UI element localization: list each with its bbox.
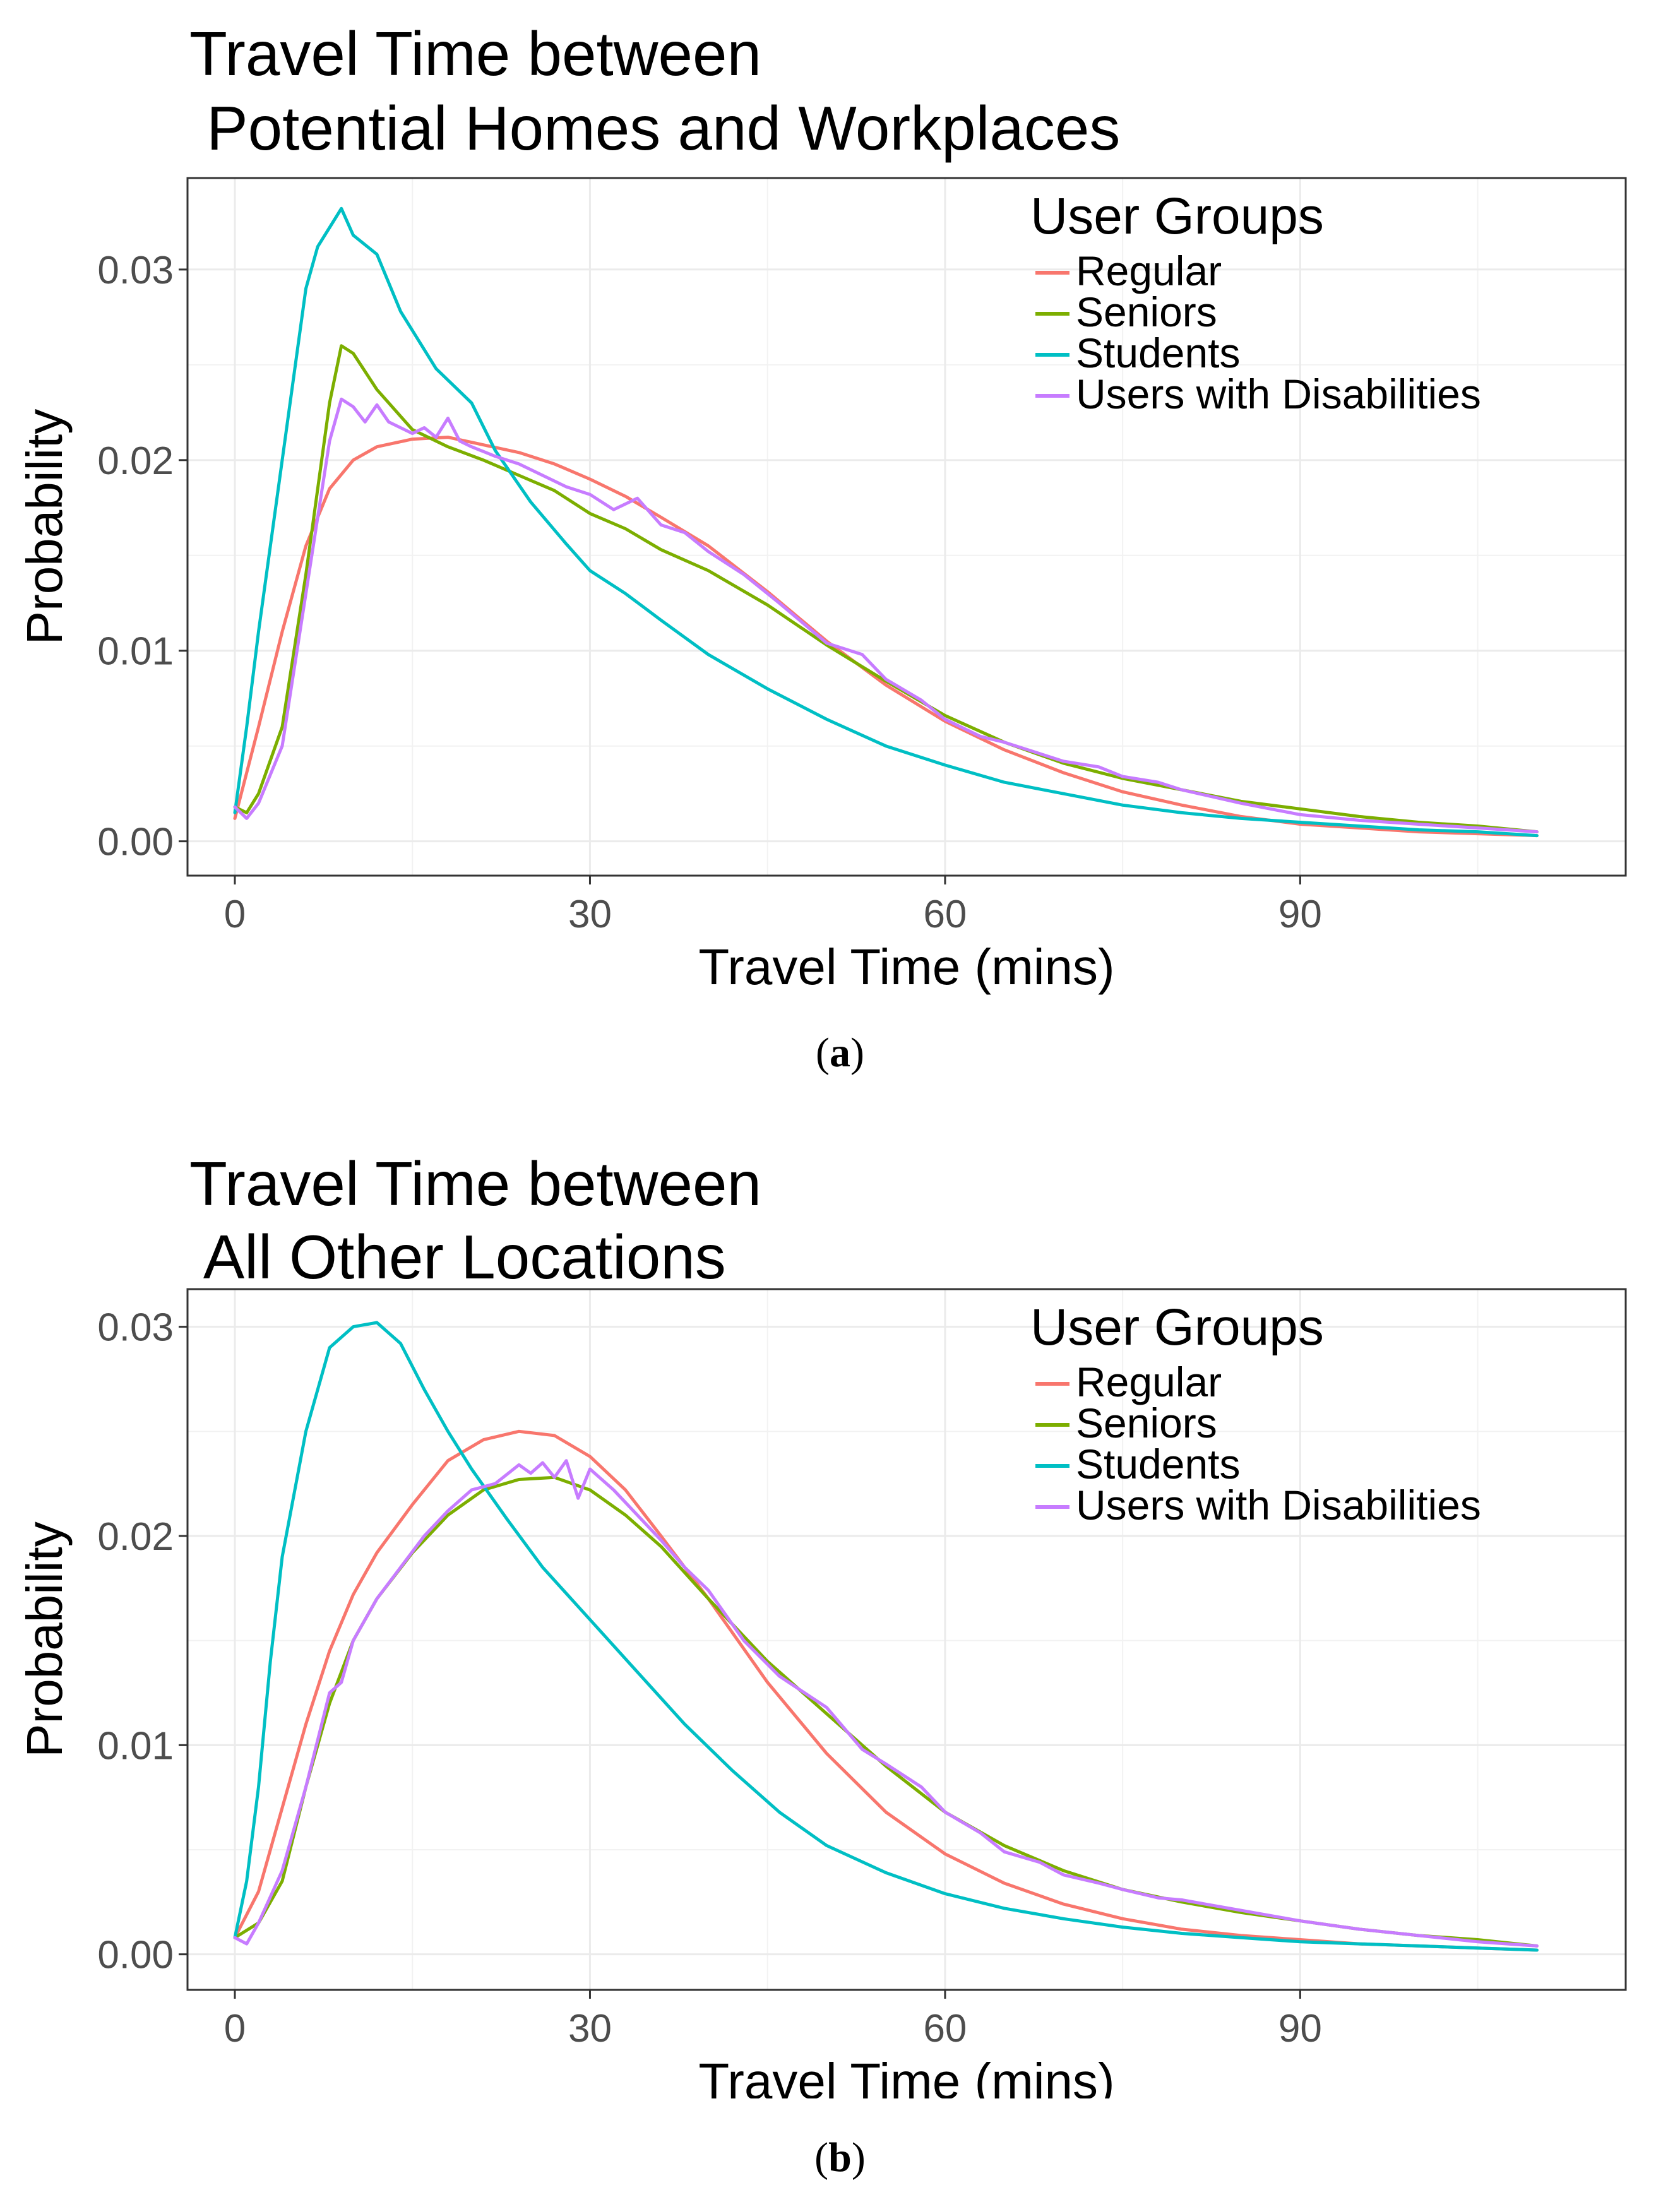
caption-b-letter: b [828,2134,852,2181]
x-axis-label: Travel Time (mins) [698,2053,1114,2098]
x-axis-label: Travel Time (mins) [698,939,1114,995]
caption-b-close: ) [851,2134,866,2181]
chart-title-line-2: Potential Homes and Workplaces [189,93,1121,163]
y-tick-label: 0.03 [97,1306,174,1350]
series-line-students [233,206,1539,838]
legend-label: Seniors [1076,289,1217,335]
y-axis-label: Probability [16,1521,73,1758]
y-tick-label: 0.01 [97,1724,174,1768]
chart-title-line-1: Travel Time between [189,19,761,88]
y-tick-label: 0.02 [97,1515,174,1559]
series-line-users-with-disabilities [233,397,1539,834]
chart-title-line-1: Travel Time between [189,1149,761,1218]
x-tick-label: 30 [568,893,612,936]
plot-panel [188,178,1626,876]
plot-border [186,1288,1627,1991]
legend-title: User Groups [1030,1299,1324,1356]
legend-label: Students [1076,1441,1241,1487]
caption-a-letter: a [830,1030,850,1076]
caption-b: (b) [0,2134,1680,2182]
legend-label: Regular [1076,247,1222,294]
caption-a-close: ) [850,1030,864,1076]
legend-label: Users with Disabilities [1076,1482,1481,1528]
y-tick-label: 0.02 [97,439,174,483]
x-tick-label: 30 [568,2007,612,2050]
y-tick-label: 0.01 [97,630,174,674]
legend-label: Regular [1076,1359,1222,1405]
caption-a-open: ( [816,1030,830,1076]
y-tick-label: 0.00 [97,821,174,864]
y-axis-label: Probability [16,409,73,645]
y-tick-label: 0.03 [97,249,174,292]
plot-border [186,177,1627,877]
caption-a: (a) [0,1029,1680,1077]
plot-panel [188,1289,1626,1990]
y-tick-label: 0.00 [97,1934,174,1977]
legend-label: Users with Disabilities [1076,371,1481,417]
x-tick-label: 0 [224,893,246,936]
legend-title: User Groups [1030,187,1324,245]
series-line-students [233,1321,1539,1952]
chart-title-line-2: All Other Locations [189,1222,726,1292]
x-tick-label: 60 [923,893,967,936]
x-tick-label: 60 [923,2007,967,2050]
series-line-users-with-disabilities [233,1459,1539,1948]
caption-b-open: ( [814,2134,829,2181]
x-tick-label: 90 [1278,893,1322,936]
figure-a: Travel Time between Potential Homes and … [0,19,1680,1077]
x-tick-label: 90 [1278,2007,1322,2050]
legend-label: Students [1076,330,1241,376]
x-tick-label: 0 [224,2007,246,2050]
chart-b: 0 30 60 90 0.00 0.01 0.02 0.03 Travel Time (mins… [16,1288,1627,2098]
chart-a: 0 30 60 90 0.00 0.01 0.02 0.03 Travel Time (mins… [16,177,1627,995]
figure-b: Travel Time between All Other Locations … [0,1101,1680,2202]
legend-label: Seniors [1076,1400,1217,1446]
